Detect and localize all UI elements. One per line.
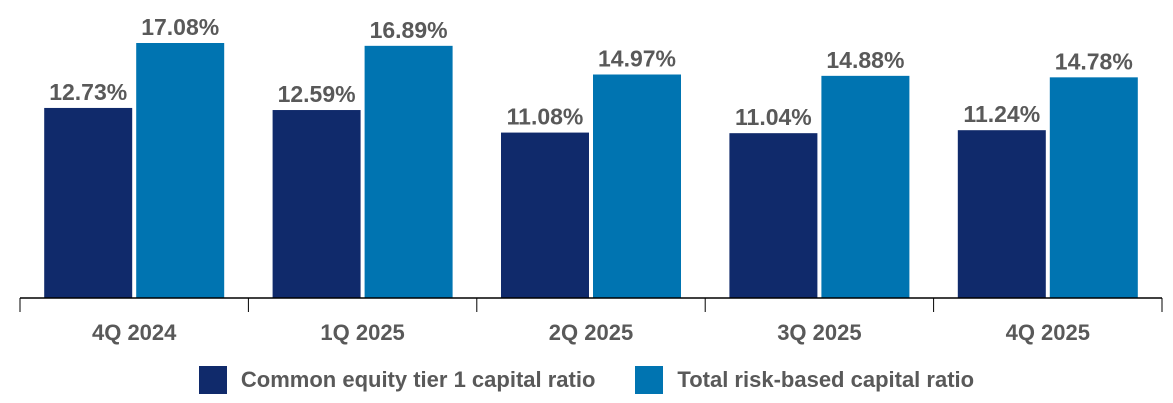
data-label-cet1-4: 11.24% (963, 101, 1040, 127)
legend-swatch-total-risk (635, 366, 664, 394)
data-label-total-risk-4: 14.78% (1055, 48, 1133, 74)
category-label-1: 1Q 2025 (320, 320, 404, 345)
bar-cet1-3 (729, 133, 818, 298)
data-label-total-risk-2: 14.97% (598, 46, 676, 72)
category-labels-layer: 4Q 2024 1Q 2025 2Q 2025 3Q 2025 4Q 2025 (92, 320, 1090, 345)
data-label-total-risk-1: 16.89% (370, 17, 448, 43)
category-label-0: 4Q 2024 (92, 320, 177, 345)
bar-cet1-1 (272, 110, 361, 298)
data-label-total-risk-3: 14.88% (826, 47, 904, 73)
bar-total-risk-3 (821, 75, 910, 299)
bar-cet1-0 (44, 107, 133, 298)
bar-total-risk-0 (136, 43, 225, 298)
data-label-total-risk-0: 17.08% (141, 14, 219, 40)
value-labels-layer: 12.73% 17.08% 12.59% 16.89% 11.08% 14.97% 11.0… (49, 14, 1133, 130)
category-label-3: 3Q 2025 (777, 320, 861, 345)
legend-label-cet1: Common equity tier 1 capital ratio (240, 367, 596, 392)
data-label-cet1-3: 11.04% (735, 104, 812, 130)
legend-item-total-risk: Total risk-based capital ratio (635, 366, 974, 394)
bar-cet1-4 (957, 130, 1046, 298)
bar-total-risk-2 (593, 74, 681, 298)
bars-layer (44, 43, 1138, 299)
data-label-cet1-0: 12.73% (49, 79, 127, 105)
bar-cet1-2 (501, 132, 589, 298)
data-label-cet1-2: 11.08% (507, 104, 584, 130)
category-label-2: 2Q 2025 (549, 320, 633, 345)
x-axis-ticks (19, 298, 1163, 312)
legend-item-cet1: Common equity tier 1 capital ratio (198, 366, 596, 394)
data-label-cet1-1: 12.59% (278, 81, 356, 107)
bar-total-risk-1 (364, 45, 453, 298)
bar-chart: 12.73% 17.08% 12.59% 16.89% 11.08% 14.97% 11.0… (19, 14, 1163, 345)
legend: Common equity tier 1 capital ratio Total… (0, 366, 1173, 394)
category-label-4: 4Q 2025 (1006, 320, 1090, 345)
legend-swatch-cet1 (198, 366, 227, 394)
bar-total-risk-4 (1049, 77, 1138, 298)
legend-label-total-risk: Total risk-based capital ratio (677, 367, 975, 392)
